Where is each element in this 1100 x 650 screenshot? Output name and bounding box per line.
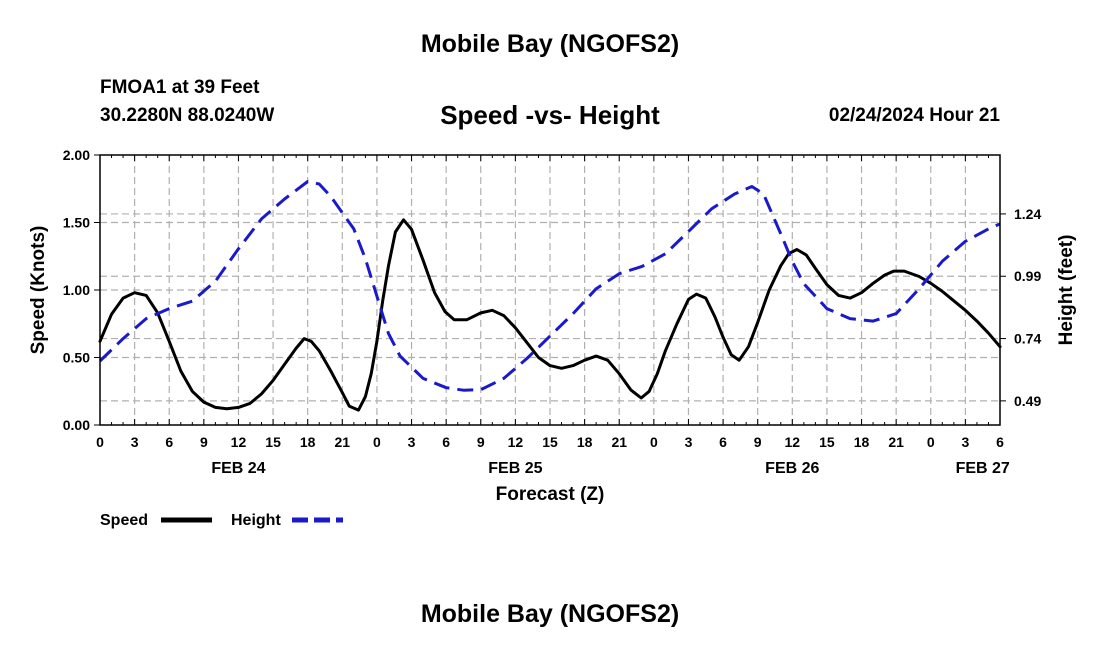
- x-tick-label: 15: [542, 434, 558, 450]
- x-tick-label: 9: [200, 434, 208, 450]
- x-tick-label: 6: [442, 434, 450, 450]
- x-tick-label: 18: [577, 434, 593, 450]
- chart-subtitle: Speed -vs- Height: [440, 100, 660, 130]
- y-right-tick-label: 0.74: [1014, 331, 1041, 347]
- x-tick-label: 21: [888, 434, 904, 450]
- x-tick-label: 12: [508, 434, 524, 450]
- y-left-tick-label: 0.50: [63, 350, 90, 366]
- x-axis-title: Forecast (Z): [496, 484, 605, 505]
- x-tick-label: 9: [754, 434, 762, 450]
- x-tick-label: 6: [165, 434, 173, 450]
- x-date-label: FEB 24: [211, 460, 265, 477]
- x-tick-label: 12: [231, 434, 247, 450]
- y-left-tick-label: 0.00: [63, 417, 90, 433]
- y-left-tick-label: 2.00: [63, 147, 90, 163]
- x-date-label: FEB 25: [488, 460, 542, 477]
- x-tick-label: 15: [265, 434, 281, 450]
- x-tick-label: 6: [996, 434, 1004, 450]
- x-tick-label: 18: [300, 434, 316, 450]
- x-tick-label: 3: [961, 434, 969, 450]
- axis-layer: 0 3 6 9 12 15 18 21 0 3 6 9 12 15 18 21 0 3 6 9 12 15 18 21 0 3 6 F…: [63, 147, 1042, 477]
- y-axis-left-title: Speed (Knots): [28, 226, 49, 355]
- series-layer: [98, 180, 1002, 412]
- series-line-speed: [98, 218, 1002, 412]
- footer-title: Mobile Bay (NGOFS2): [420, 600, 680, 628]
- y-left-tick-label: 1.50: [63, 215, 90, 231]
- x-tick-label: 0: [373, 434, 381, 450]
- y-right-tick-label: 1.24: [1014, 206, 1041, 222]
- station-label: FMOA1 at 39 Feet: [100, 77, 260, 98]
- legend-label-height: Height: [231, 512, 281, 529]
- x-tick-label: 3: [685, 434, 693, 450]
- x-tick-label: 0: [927, 434, 935, 450]
- x-tick-label: 0: [650, 434, 658, 450]
- x-tick-label: 3: [131, 434, 139, 450]
- y-axis-right-title: Height (feet): [1056, 235, 1077, 346]
- x-tick-label: 12: [785, 434, 801, 450]
- page-title: Mobile Bay (NGOFS2): [420, 30, 680, 58]
- x-date-label: FEB 27: [956, 460, 1010, 477]
- forecast-datetime: 02/24/2024 Hour 21: [828, 105, 1000, 126]
- x-date-label: FEB 26: [765, 460, 819, 477]
- x-tick-label: 21: [611, 434, 627, 450]
- x-tick-label: 6: [719, 434, 727, 450]
- x-tick-label: 15: [819, 434, 835, 450]
- x-tick-label: 3: [408, 434, 416, 450]
- y-right-tick-label: 0.49: [1014, 393, 1041, 409]
- x-tick-label: 0: [96, 434, 104, 450]
- y-right-tick-label: 0.99: [1014, 268, 1041, 284]
- station-coordinates: 30.2280N 88.0240W: [100, 105, 275, 126]
- legend-label-speed: Speed: [100, 512, 148, 529]
- legend: Speed Height: [100, 512, 343, 529]
- x-tick-label: 9: [477, 434, 485, 450]
- y-left-tick-label: 1.00: [63, 282, 90, 298]
- x-tick-label: 18: [854, 434, 870, 450]
- x-tick-label: 21: [335, 434, 351, 450]
